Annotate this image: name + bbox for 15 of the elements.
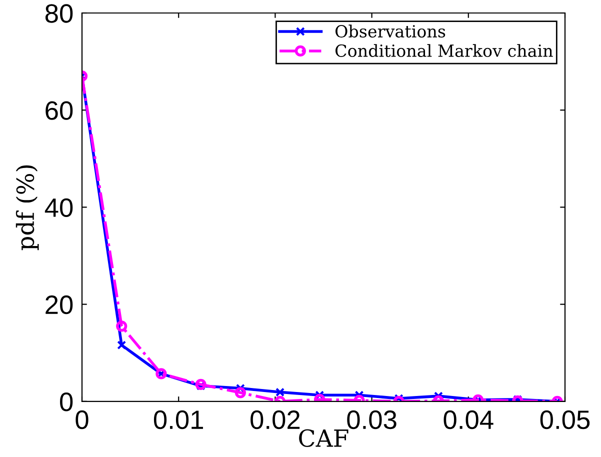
- x-tick-label: 0.02: [250, 410, 300, 430]
- legend-label: Observations: [336, 24, 446, 38]
- y-tick-label: 60: [46, 101, 73, 120]
- y-tick-label: 80: [45, 4, 73, 23]
- y-tick-label: 40: [44, 198, 73, 218]
- x-axis-title: CAF: [299, 429, 348, 448]
- x-tick-label: 0.03: [347, 410, 396, 430]
- y-tick-label: 0: [60, 392, 73, 412]
- y-axis-title: pdf (%): [16, 165, 39, 250]
- x-tick-label: 0.04: [444, 410, 494, 430]
- x-tick-label: 0: [76, 410, 88, 430]
- legend-label: Conditional Markov chain: [336, 44, 553, 58]
- x-tick-label: 0.01: [154, 410, 203, 430]
- x-tick-label: 0.05: [540, 410, 590, 430]
- y-tick-label: 20: [46, 295, 73, 314]
